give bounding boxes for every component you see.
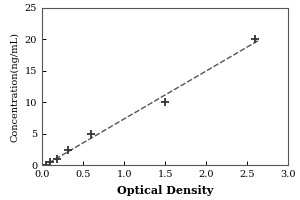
X-axis label: Optical Density: Optical Density bbox=[117, 185, 213, 196]
Y-axis label: Concentration(ng/mL): Concentration(ng/mL) bbox=[10, 32, 19, 142]
